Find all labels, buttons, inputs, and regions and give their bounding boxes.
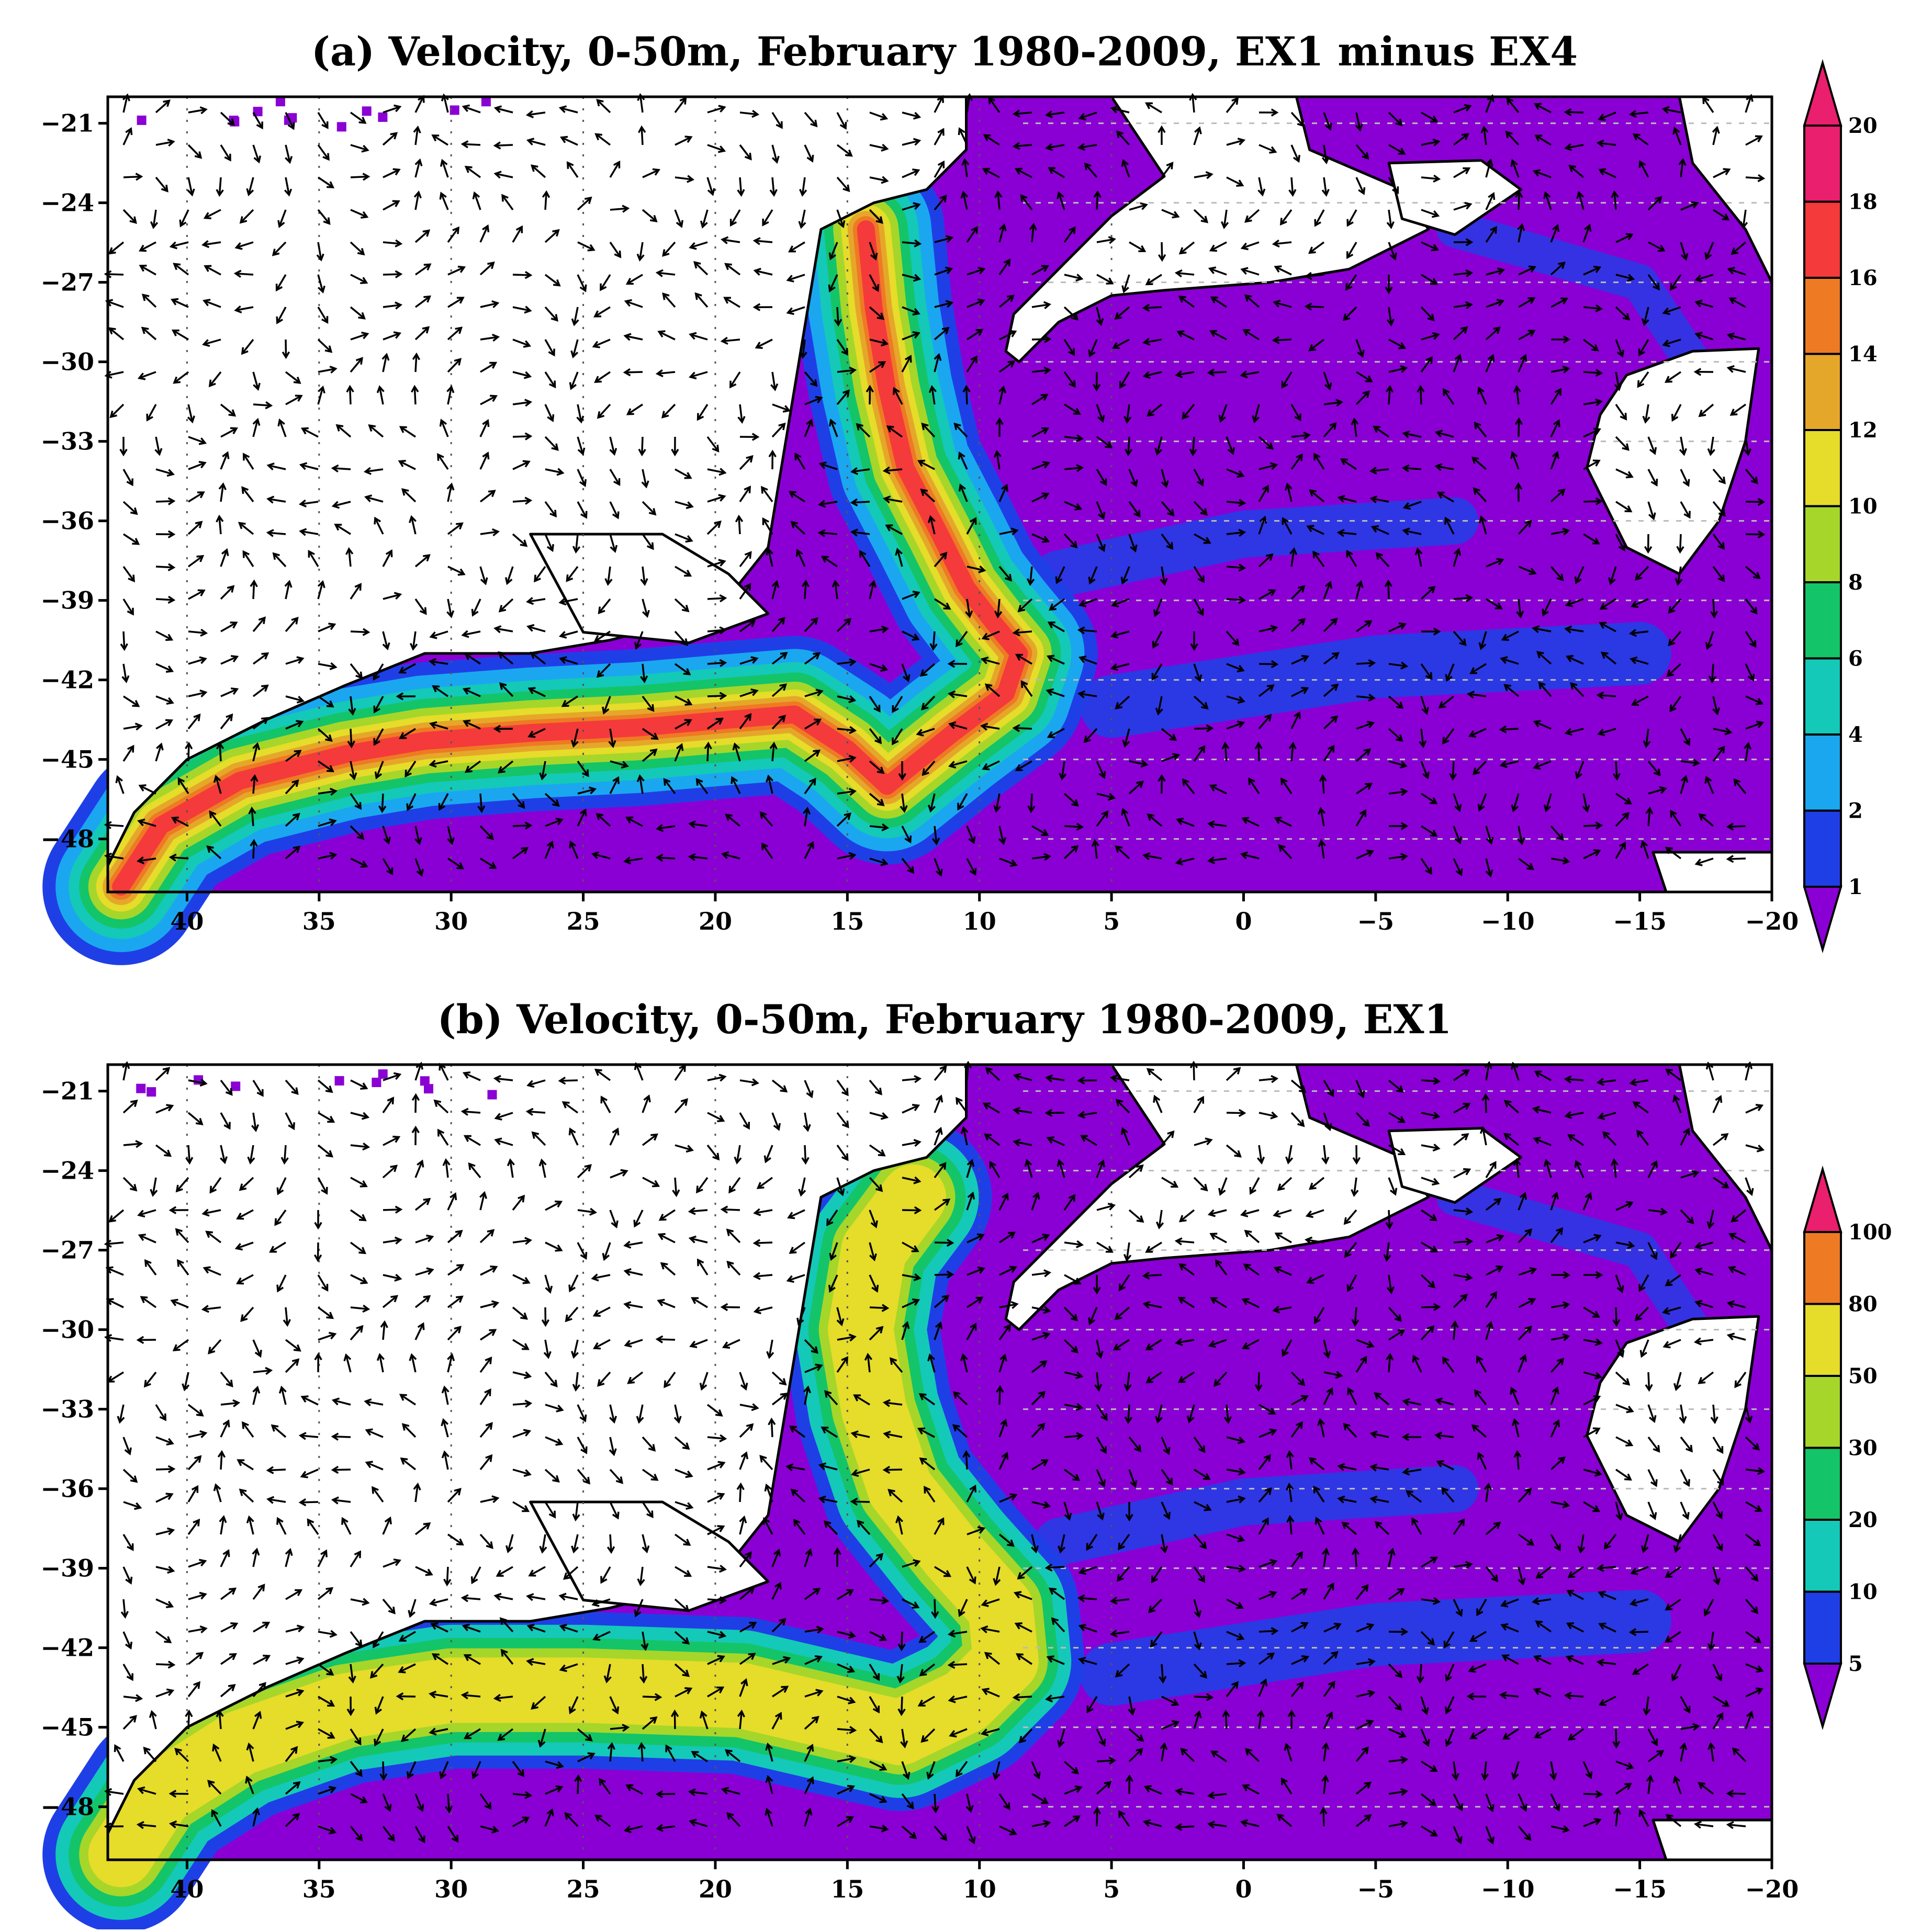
- y-tick-label: −42: [40, 1634, 94, 1662]
- y-tick-label: −45: [40, 1713, 94, 1742]
- x-tick-label: −15: [1613, 1875, 1667, 1903]
- y-tick-label: −39: [40, 586, 94, 615]
- colorbar-label: 50: [1848, 1364, 1878, 1388]
- x-tick-label: 0: [1235, 1875, 1252, 1903]
- colorbar-label: 5: [1848, 1652, 1863, 1676]
- colorbar-segment: [1804, 126, 1841, 202]
- colorbar-label: 6: [1848, 647, 1863, 671]
- x-tick-label: 25: [567, 1875, 600, 1903]
- colorbar-segment: [1804, 1232, 1841, 1304]
- panel-a-title: (a) Velocity, 0-50m, February 1980-2009,…: [311, 28, 1578, 75]
- x-tick-label: 20: [699, 1875, 732, 1903]
- colorbar-segment: [1804, 202, 1841, 278]
- colorbar-label: 8: [1848, 570, 1863, 595]
- x-tick-label: 40: [170, 907, 204, 935]
- x-tick-label: 5: [1103, 907, 1120, 935]
- x-tick-label: 15: [830, 1875, 864, 1903]
- colorbar-segment: [1804, 582, 1841, 659]
- panel-b: (b) Velocity, 0-50m, February 1980-2009,…: [40, 996, 1892, 1903]
- y-tick-label: −33: [40, 427, 94, 456]
- colorbar-segment: [1804, 278, 1841, 354]
- panel-b-colorbar: 5 10 20 30 50 80 100: [1804, 1169, 1892, 1726]
- colorbar-label: 100: [1848, 1220, 1892, 1245]
- colorbar-segment: [1804, 659, 1841, 735]
- y-tick-label: −24: [40, 1157, 94, 1185]
- colorbar-label: 1: [1848, 875, 1863, 899]
- colorbar-label: 80: [1848, 1292, 1878, 1317]
- y-tick-label: −27: [40, 268, 94, 297]
- x-tick-label: 5: [1103, 1875, 1120, 1903]
- colorbar-segment: [1804, 1304, 1841, 1376]
- x-tick-label: 35: [302, 1875, 336, 1903]
- colorbar-extend-low: [1804, 887, 1841, 950]
- x-tick-label: −5: [1357, 907, 1395, 935]
- colorbar-segment: [1804, 430, 1841, 506]
- colorbar-label: 10: [1848, 494, 1878, 519]
- panel-b-y-axis: −21 −24 −27 −30 −33 −36 −39 −42 −45 −48: [40, 1077, 108, 1821]
- x-tick-label: 20: [699, 907, 732, 935]
- x-tick-label: −20: [1745, 907, 1799, 935]
- x-tick-label: 15: [830, 907, 864, 935]
- x-tick-label: 35: [302, 907, 336, 935]
- colorbar-segment: [1804, 811, 1841, 887]
- colorbar-segment: [1804, 506, 1841, 583]
- colorbar-segment: [1804, 354, 1841, 431]
- y-tick-label: −21: [40, 109, 94, 138]
- colorbar-extend-high: [1804, 63, 1841, 126]
- x-tick-label: −10: [1481, 1875, 1535, 1903]
- panel-a-x-axis: 40 35 30 25 20 15 10 5 0 −5 −10 −15 −20: [170, 892, 1799, 935]
- colorbar-label: 30: [1848, 1436, 1878, 1461]
- y-tick-label: −30: [40, 1316, 94, 1344]
- x-tick-label: 25: [567, 907, 600, 935]
- x-tick-label: 30: [434, 907, 468, 935]
- x-tick-label: 10: [963, 907, 996, 935]
- x-tick-label: 0: [1235, 907, 1252, 935]
- colorbar-label: 18: [1848, 190, 1878, 214]
- colorbar-segment: [1804, 1592, 1841, 1664]
- panel-a: (a) Velocity, 0-50m, February 1980-2009,…: [40, 28, 1877, 950]
- y-tick-label: −24: [40, 189, 94, 217]
- colorbar-label: 12: [1848, 418, 1878, 443]
- x-tick-label: −15: [1613, 907, 1667, 935]
- y-tick-label: −48: [40, 1793, 94, 1821]
- colorbar-label: 20: [1848, 114, 1878, 138]
- y-tick-label: −33: [40, 1395, 94, 1423]
- colorbar-segment: [1804, 1520, 1841, 1592]
- y-tick-label: −36: [40, 507, 94, 535]
- x-tick-label: −10: [1481, 907, 1535, 935]
- panel-b-x-axis: 40 35 30 25 20 15 10 5 0 −5 −10 −15 −20: [170, 1860, 1799, 1903]
- x-tick-label: −20: [1745, 1875, 1799, 1903]
- y-tick-label: −42: [40, 666, 94, 694]
- colorbar-label: 16: [1848, 266, 1878, 290]
- colorbar-extend-high: [1804, 1169, 1841, 1232]
- y-tick-label: −48: [40, 825, 94, 853]
- colorbar-label: 14: [1848, 342, 1878, 367]
- colorbar-label: 10: [1848, 1580, 1878, 1605]
- colorbar-segment: [1804, 735, 1841, 811]
- colorbar-segment: [1804, 1376, 1841, 1448]
- colorbar-extend-low: [1804, 1664, 1841, 1726]
- y-tick-label: −30: [40, 348, 94, 376]
- y-tick-label: −27: [40, 1236, 94, 1264]
- x-tick-label: 10: [963, 1875, 996, 1903]
- panel-a-y-axis: −21 −24 −27 −30 −33 −36 −39 −42 −45 −48: [40, 109, 108, 853]
- y-tick-label: −36: [40, 1475, 94, 1503]
- colorbar-label: 2: [1848, 799, 1863, 823]
- colorbar-segment: [1804, 1448, 1841, 1520]
- x-tick-label: 40: [170, 1875, 204, 1903]
- x-tick-label: 30: [434, 1875, 468, 1903]
- colorbar-label: 20: [1848, 1508, 1878, 1532]
- colorbar-label: 4: [1848, 722, 1863, 747]
- y-tick-label: −39: [40, 1554, 94, 1583]
- panel-b-title: (b) Velocity, 0-50m, February 1980-2009,…: [437, 996, 1452, 1043]
- y-tick-label: −21: [40, 1077, 94, 1105]
- y-tick-label: −45: [40, 745, 94, 774]
- x-tick-label: −5: [1357, 1875, 1395, 1903]
